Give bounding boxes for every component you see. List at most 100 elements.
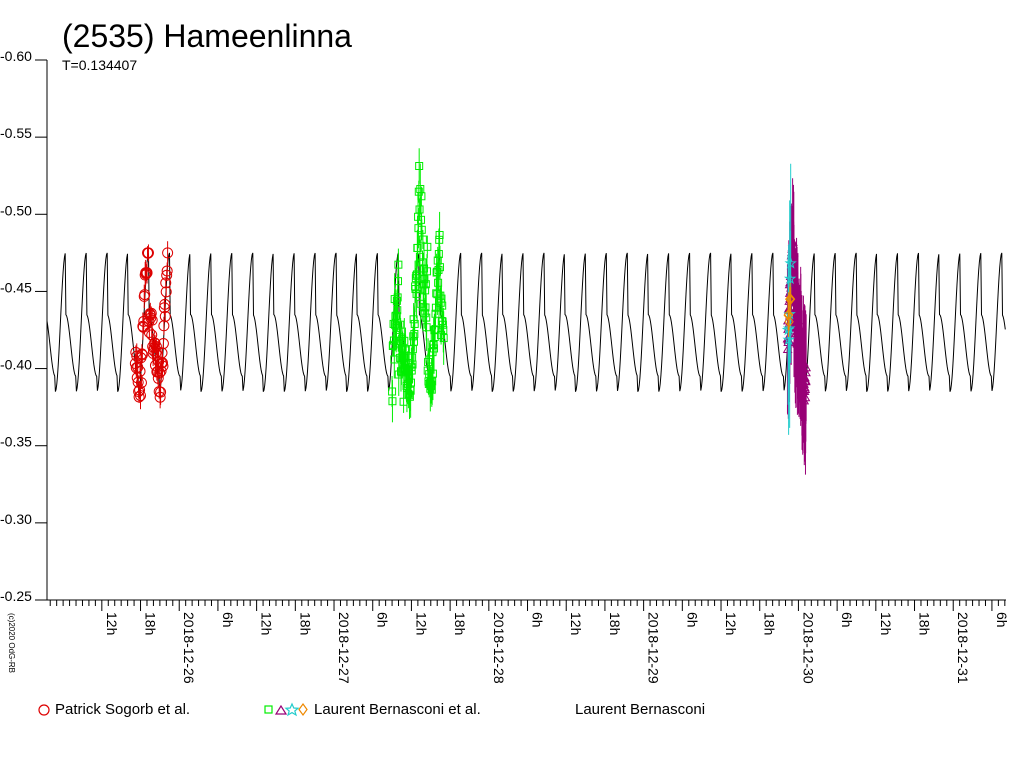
x-tick-label: 6h (375, 612, 391, 628)
circle-point (142, 247, 154, 259)
legend-label-bernasconi-et-al: Laurent Bernasconi et al. (314, 701, 481, 718)
circle-point (143, 327, 155, 339)
x-tick-label: 18h (452, 612, 468, 635)
y-tick-label: -0.30 (0, 511, 32, 527)
x-tick-label: 12h (723, 612, 739, 635)
square-point (418, 235, 427, 244)
square-point (423, 242, 432, 251)
x-tick-label: 6h (839, 612, 855, 628)
y-ticks: -0.60 -0.55 -0.50 -0.45 -0.40 -0.35 -0.30 -0.25 (0, 48, 47, 604)
square-point (400, 336, 409, 345)
y-tick-label: -0.55 (0, 125, 32, 141)
legend-item-bernasconi: Laurent Bernasconi (575, 701, 705, 718)
circle-point (134, 365, 146, 377)
square-point (421, 280, 430, 289)
y-tick-label: -0.25 (0, 588, 32, 604)
diamond-point (784, 315, 794, 328)
star-point (782, 333, 795, 346)
legend-triangle-marker (274, 704, 288, 715)
y-tick-label: -0.45 (0, 279, 32, 295)
y-tick-label: -0.50 (0, 202, 32, 218)
square-point (415, 252, 424, 261)
square-point (417, 192, 426, 201)
square-point (394, 260, 403, 269)
legend-item-bernasconi-et-al: Laurent Bernasconi et al. (264, 701, 481, 718)
star-point (784, 256, 797, 269)
x-tick-label: 12h (104, 612, 120, 635)
square-point (412, 270, 421, 279)
chart-subtitle: T=0.134407 (62, 57, 137, 73)
x-tick-label: 2018-12-31 (955, 612, 971, 684)
circle-point (141, 267, 153, 279)
legend-diamond-marker (298, 702, 308, 717)
circle-point (155, 386, 167, 398)
circle-point (159, 298, 171, 310)
circle-point (136, 349, 148, 361)
x-tick-label: 2018-12-26 (181, 612, 197, 684)
x-tick-label: 6h (684, 612, 700, 628)
square-point (415, 162, 424, 171)
x-tick-label: 6h (530, 612, 546, 628)
y-tick-label: -0.35 (0, 434, 32, 450)
square-point (424, 357, 433, 366)
square-point (438, 301, 447, 310)
circle-point (134, 384, 146, 396)
square-point (390, 355, 399, 364)
square-point (420, 309, 429, 318)
x-tick-label: 2018-12-28 (491, 612, 507, 684)
x-tick-label: 18h (297, 612, 313, 635)
circle-point (162, 247, 174, 259)
x-tick-label: 2018-12-30 (800, 612, 816, 684)
x-tick-label: 6h (994, 612, 1010, 628)
chart-title: (2535) Hameenlinna (62, 18, 352, 54)
x-tick-label: 2018-12-29 (646, 612, 662, 684)
x-tick-label: 18h (607, 612, 623, 635)
circle-point (157, 360, 169, 372)
x-tick-label: 18h (917, 612, 933, 635)
x-tick-label: 12h (259, 612, 275, 635)
axes (46, 60, 1006, 601)
legend-item-sogorb: Patrick Sogorb et al. (38, 701, 190, 718)
circle-point (145, 307, 157, 319)
x-tick-label: 12h (878, 612, 894, 635)
triangle-point (801, 362, 812, 372)
square-point (417, 215, 426, 224)
square-point (414, 187, 423, 196)
legend-circle-marker (38, 704, 50, 716)
diamond-point (786, 293, 796, 305)
x-tick-label: 2018-12-27 (336, 612, 352, 684)
series-circle (129, 241, 174, 410)
x-tick-label: 18h (143, 612, 159, 635)
data-points (129, 148, 812, 475)
square-point (435, 263, 444, 272)
x-tick-label: 18h (762, 612, 778, 635)
circle-point (161, 265, 173, 277)
circle-point (160, 286, 172, 298)
x-tick-label: 6h (220, 612, 236, 628)
square-point (410, 319, 419, 328)
y-tick-label: -0.40 (0, 357, 32, 373)
legend-square-marker (264, 705, 273, 714)
square-point (413, 243, 422, 252)
square-point (422, 267, 431, 276)
square-point (415, 205, 424, 214)
legend-label-sogorb: Patrick Sogorb et al. (55, 701, 190, 718)
y-tick-label: -0.60 (0, 48, 32, 64)
model-curve (46, 252, 1006, 392)
square-point (439, 334, 448, 343)
legend-star-marker (284, 702, 300, 717)
legend: Patrick Sogorb et al. Laurent Bernasconi… (38, 701, 705, 718)
x-tick-label: 12h (413, 612, 429, 635)
square-point (420, 275, 429, 284)
series-square (388, 148, 448, 423)
legend-label-bernasconi: Laurent Bernasconi (575, 701, 705, 718)
square-point (436, 298, 445, 307)
x-ticks: 12h 18h 2018-12-26 6h 12h 18h 2018-12-27 6h 12h 1… (49, 600, 1010, 684)
square-point (435, 230, 444, 239)
square-point (388, 397, 397, 406)
circle-point (139, 289, 151, 301)
square-point (428, 369, 437, 378)
circle-point (146, 314, 158, 326)
copyright-text: (c)2020 OdG-RB (7, 613, 16, 673)
